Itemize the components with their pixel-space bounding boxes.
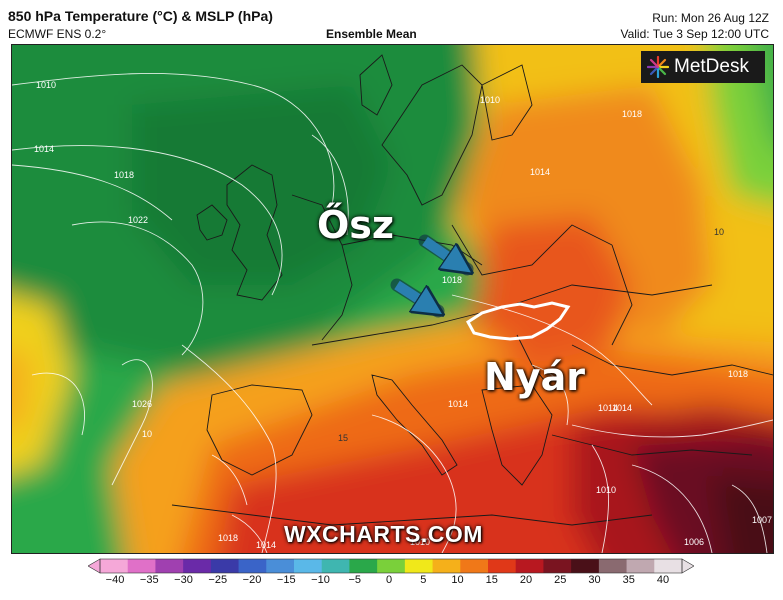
colorbar-cell [598,559,628,573]
colorbar-cell [377,559,406,573]
isobars [12,73,773,553]
colorbar-tick-label: −30 [174,574,193,586]
svg-text:10: 10 [142,429,152,439]
svg-text:1010: 1010 [36,80,56,90]
svg-text:1026: 1026 [132,399,152,409]
colorbar-cell [571,559,600,573]
colorbar-tick-label: 30 [588,574,601,586]
svg-text:1014: 1014 [448,399,468,409]
colorbar-cell [155,559,184,573]
colorbar-tick-label: 25 [554,574,567,586]
colorbar-cell [183,559,212,573]
colorbar-cell [321,559,350,573]
colorbar-tick-label: −5 [348,574,362,586]
watermark: WXCHARTS.COM [284,521,483,547]
svg-text:10: 10 [714,227,724,237]
svg-text:1014: 1014 [34,144,54,154]
svg-text:1014: 1014 [598,403,618,413]
svg-text:1022: 1022 [128,215,148,225]
svg-text:15: 15 [338,433,348,443]
arrow-icon [422,236,460,265]
isobar-labels: 1010 1014 1018 1022 1026 10 1018 1010 10… [34,80,772,550]
colorbar-cell [210,559,240,573]
svg-text:1014: 1014 [256,540,276,550]
colorbar-cell [404,559,434,573]
colorbar-tick-label: 20 [519,574,533,586]
svg-text:1018: 1018 [728,369,748,379]
colorbar-max-triangle [681,558,694,574]
svg-text:1014: 1014 [530,167,550,177]
run-time: Run: Mon 26 Aug 12Z [652,11,769,25]
colorbar [88,558,694,574]
colorbar-tick-label: −10 [311,574,330,586]
svg-text:1010: 1010 [410,537,430,547]
colorbar-cell [266,559,295,573]
colorbar-tick-label: −40 [105,574,125,586]
colorbar-cell [238,559,267,573]
map-panel: 1010 1014 1018 1022 1026 10 1018 1010 10… [11,44,774,554]
colorbar-cell [515,559,544,573]
svg-text:1006: 1006 [684,537,704,547]
colorbar-tick-label: 40 [656,574,670,586]
autumn-label: Ősz [317,203,395,247]
colorbar-tick-label: 15 [485,574,498,586]
svg-text:1010: 1010 [480,95,500,105]
svg-text:1007: 1007 [752,515,772,525]
colorbar-tick-label: 10 [451,574,464,586]
temperature-map: 1010 1014 1018 1022 1026 10 1018 1010 10… [12,45,773,553]
colorbar-tick-label: 0 [385,574,393,586]
colorbar-cell [626,559,655,573]
temperature-field [12,45,773,553]
colorbar-cell [654,559,683,573]
colorbar-tick-label: 35 [622,574,635,586]
chart-title: 850 hPa Temperature (°C) & MSLP (hPa) [8,8,273,24]
valid-time: Valid: Tue 3 Sep 12:00 UTC [620,27,769,41]
colorbar-cell [488,559,517,573]
metdesk-logo: MetDesk [641,51,765,83]
svg-text:1018: 1018 [114,170,134,180]
colorbar-cell [100,559,129,573]
colorbar-tick-label: −15 [276,574,296,586]
colorbar-tick-label: −25 [208,574,228,586]
svg-text:1010: 1010 [596,485,616,495]
colorbar-cell [543,559,572,573]
ensemble-mean-label: Ensemble Mean [326,27,417,41]
model-subtitle: ECMWF ENS 0.2° [8,27,107,41]
svg-text:1018: 1018 [442,275,462,285]
colorbar-cell [127,559,156,573]
colorbar-min-triangle [88,558,101,574]
svg-text:1014: 1014 [612,403,632,413]
colorbar-cell [460,559,489,573]
colorbar-tick-label: 5 [420,574,427,586]
svg-text:1018: 1018 [622,109,642,119]
colorbar-cell [294,559,323,573]
colorbar-tick-label: −20 [242,574,262,586]
arrow-icon [394,280,431,307]
metdesk-burst-icon [647,56,669,78]
hungary-outline [466,301,571,341]
coastlines [171,54,773,526]
colorbar-cell [432,559,461,573]
logo-text: MetDesk [674,56,749,77]
svg-text:1018: 1018 [218,533,238,543]
summer-label: Nyár [484,355,585,399]
colorbar-tick-label: −35 [139,574,159,586]
colorbar-cell [349,559,378,573]
